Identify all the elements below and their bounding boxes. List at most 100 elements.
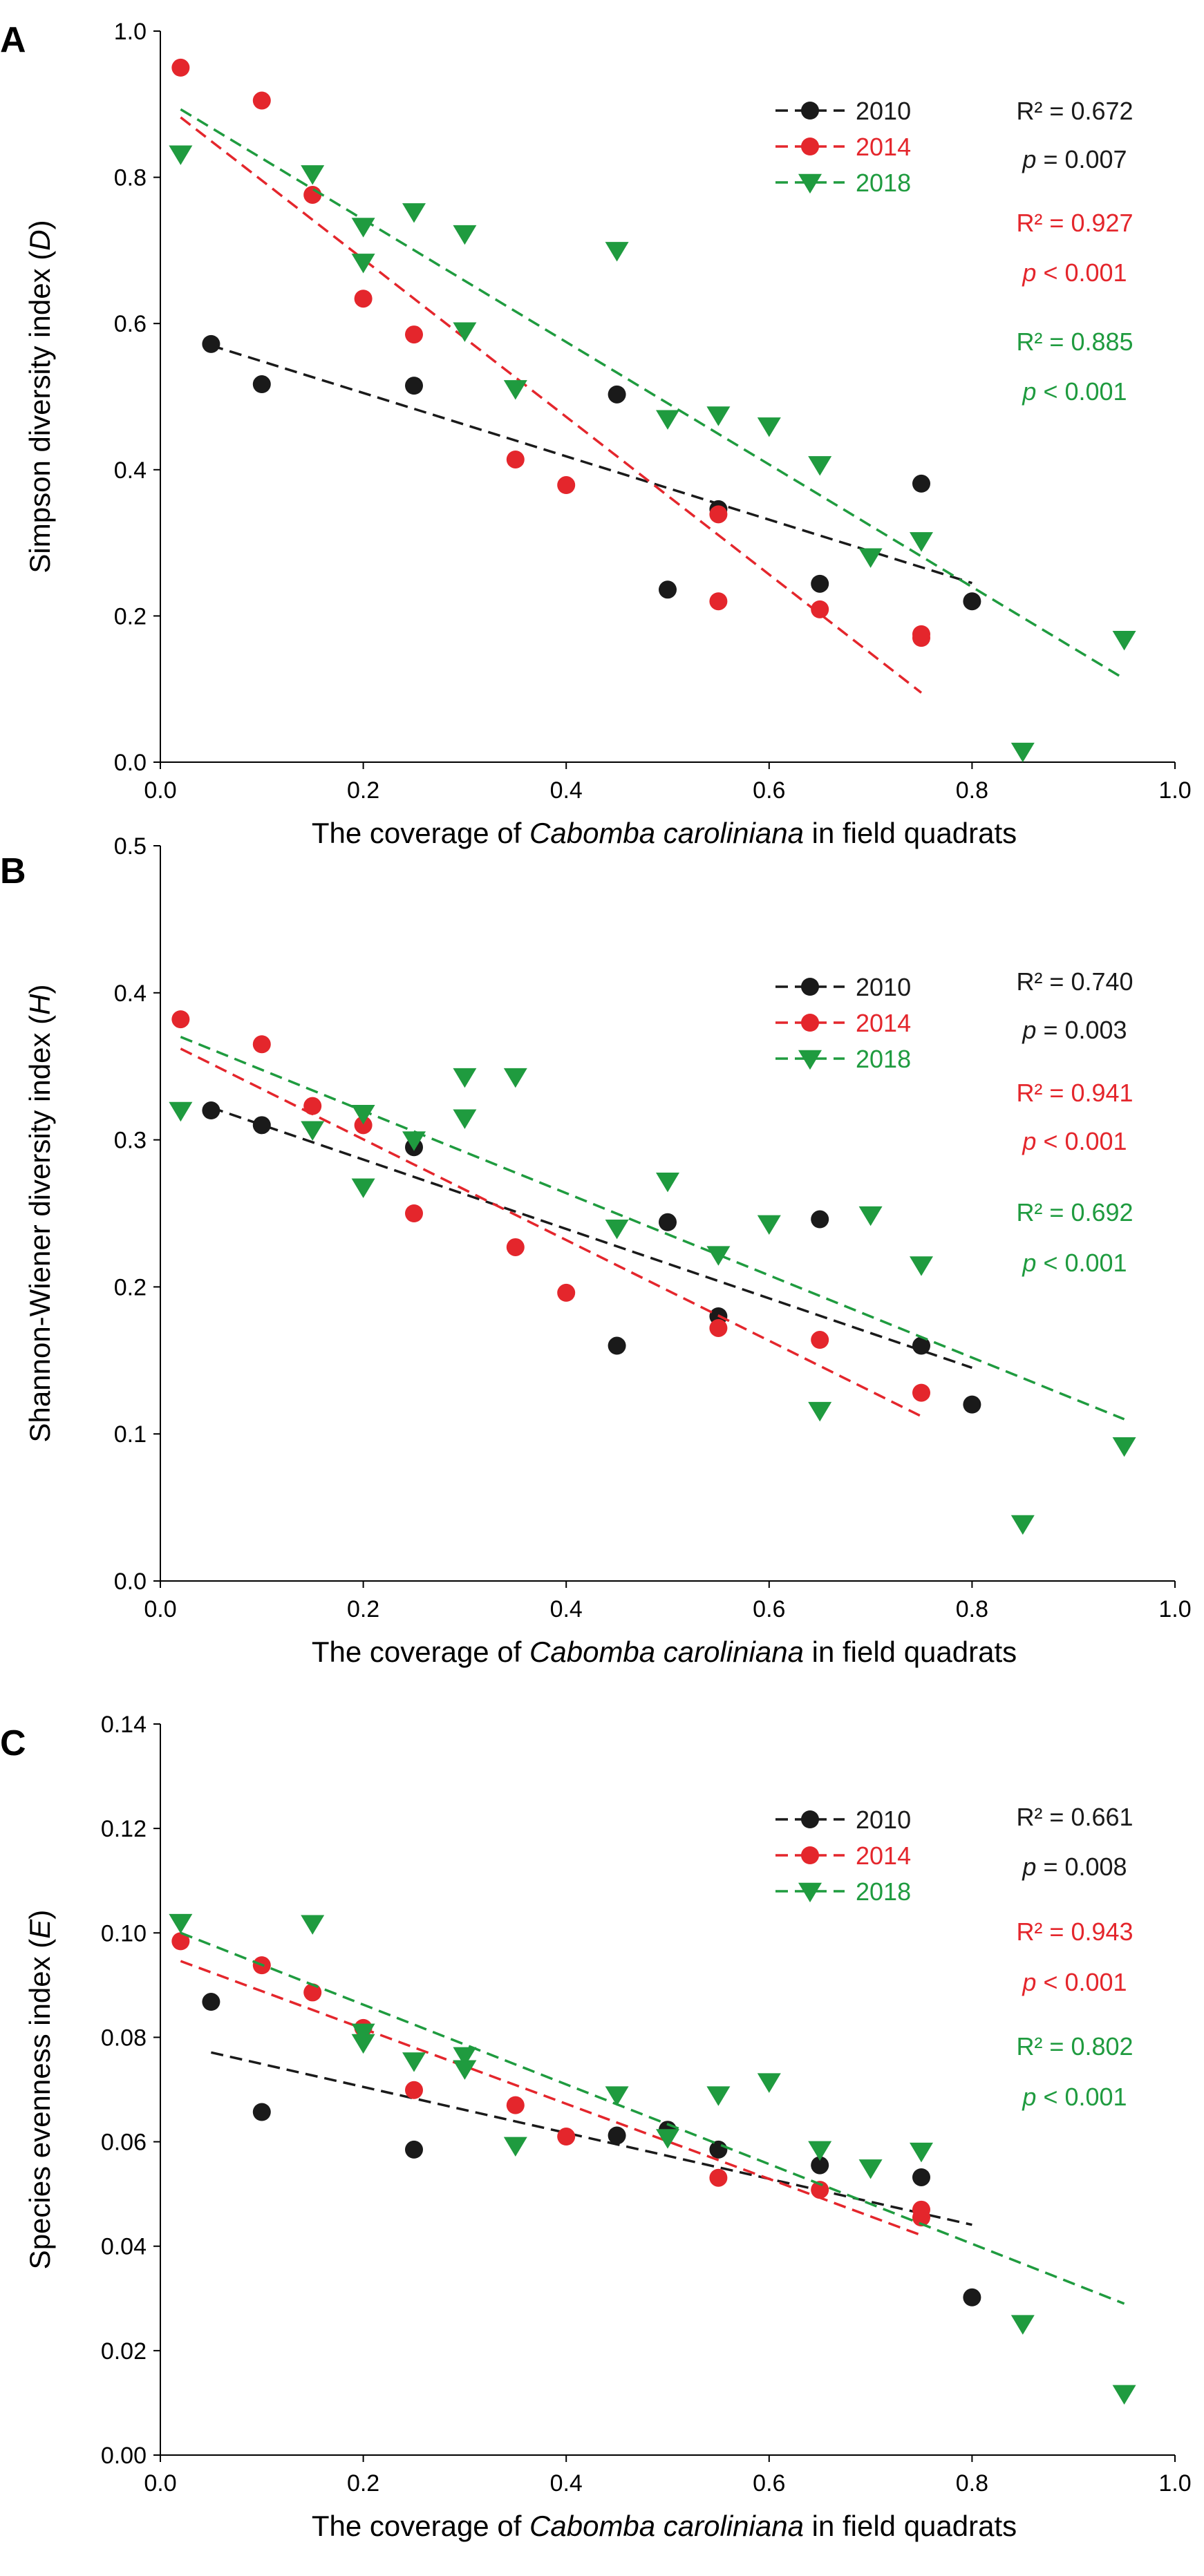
data-point-2010 xyxy=(659,580,677,599)
x-tick-label: 1.0 xyxy=(1158,2470,1191,2497)
legend-label: 2010 xyxy=(856,973,911,1001)
data-point-2018 xyxy=(858,1206,883,1227)
data-point-2010 xyxy=(252,1116,271,1135)
data-point-2018 xyxy=(169,1101,193,1122)
fit-line-2018 xyxy=(180,1036,1125,1421)
data-point-2014 xyxy=(506,2096,525,2114)
data-point-2014 xyxy=(303,1983,322,2002)
data-point-2010 xyxy=(608,2126,626,2145)
fit-line-2010 xyxy=(210,1106,972,1370)
data-point-2018 xyxy=(503,380,527,400)
series-2018 xyxy=(169,1913,1136,2405)
x-tick-label: 0.6 xyxy=(753,777,785,804)
x-tick-label: 0.8 xyxy=(956,2470,988,2497)
x-tick-label: 0.4 xyxy=(550,2470,583,2497)
data-point-2018 xyxy=(503,2137,527,2157)
x-tick-label: 0.4 xyxy=(550,1596,583,1622)
data-point-2010 xyxy=(811,2156,829,2175)
data-point-2010 xyxy=(202,334,220,353)
y-tick-label: 0.1 xyxy=(114,1421,147,1448)
data-point-2014 xyxy=(506,450,525,468)
stat-p-2018: p < 0.001 xyxy=(1022,1249,1127,1277)
data-point-2010 xyxy=(912,1336,930,1355)
y-tick-label: 0.12 xyxy=(101,1816,147,1842)
data-point-2010 xyxy=(202,1993,220,2011)
stat-r2-2014: R² = 0.927 xyxy=(1016,209,1133,237)
series-2014 xyxy=(171,58,930,694)
data-point-2018 xyxy=(351,2034,375,2054)
data-point-2010 xyxy=(405,377,423,395)
data-point-2010 xyxy=(608,385,626,404)
data-point-2018 xyxy=(453,2047,477,2067)
legend-marker xyxy=(798,1882,822,1903)
data-point-2014 xyxy=(303,185,322,204)
legend-marker xyxy=(801,1810,819,1828)
panel-a: A 0.0 0.2 0.4 0.6 0.8 1.0 0.0 0.2 0.4 0.6 0.8 1.0 The… xyxy=(0,19,1192,849)
legend-label: 2014 xyxy=(856,133,911,161)
y-tick-label: 0.2 xyxy=(114,603,147,629)
data-point-2018 xyxy=(351,254,375,274)
legend-label: 2014 xyxy=(856,1841,911,1870)
y-axis-label: Species evenness index (E) xyxy=(23,1910,56,2270)
data-point-2018 xyxy=(351,218,375,238)
data-point-2014 xyxy=(405,2081,423,2099)
stat-p-2018: p < 0.001 xyxy=(1022,377,1127,406)
data-point-2018 xyxy=(1010,1515,1035,1535)
data-point-2018 xyxy=(351,1105,375,1125)
y-tick-label: 0.4 xyxy=(114,457,147,484)
legend-entry-2018: 2018 xyxy=(775,169,911,197)
data-point-2018 xyxy=(1010,2315,1035,2335)
y-tick-label: 0.8 xyxy=(114,165,147,191)
fit-line-2010 xyxy=(211,2051,972,2226)
data-point-2014 xyxy=(171,1932,190,1951)
data-point-2010 xyxy=(202,1101,220,1120)
data-point-2018 xyxy=(351,2023,375,2044)
data-point-2018 xyxy=(757,1215,781,1235)
data-point-2014 xyxy=(405,1204,423,1222)
x-tick-label: 0.2 xyxy=(347,777,379,804)
data-point-2014 xyxy=(709,592,728,611)
stat-p-2014: p < 0.001 xyxy=(1022,1968,1127,1996)
legend-entry-2014: 2014 xyxy=(775,1841,911,1870)
stat-r2-2014: R² = 0.941 xyxy=(1016,1079,1133,1107)
y-tick-label: 0.4 xyxy=(114,981,147,1007)
x-tick-label: 1.0 xyxy=(1158,777,1191,804)
legend-entry-2014: 2014 xyxy=(775,133,911,161)
legend-label: 2018 xyxy=(856,1877,911,1906)
stat-p-2018: p < 0.001 xyxy=(1022,2083,1127,2111)
y-tick-label: 0.02 xyxy=(101,2338,147,2365)
data-point-2018 xyxy=(1112,2385,1136,2405)
data-point-2018 xyxy=(301,1915,325,1935)
fit-line-2010 xyxy=(210,344,972,585)
x-tick-label: 0.8 xyxy=(956,1596,988,1622)
data-point-2014 xyxy=(252,91,271,110)
legend-entry-2010: 2010 xyxy=(775,973,911,1001)
y-tick-label: 0.14 xyxy=(101,1712,147,1738)
legend-label: 2018 xyxy=(856,169,911,197)
stat-r2-2014: R² = 0.943 xyxy=(1016,1917,1133,1946)
data-point-2014 xyxy=(171,58,190,77)
data-point-2018 xyxy=(402,203,426,223)
fit-line-2018 xyxy=(180,1931,1125,2305)
data-point-2018 xyxy=(169,145,193,165)
fit-line-2018 xyxy=(180,108,1125,680)
legend-label: 2010 xyxy=(856,97,911,125)
data-point-2014 xyxy=(811,1331,829,1349)
data-point-2018 xyxy=(453,1109,477,1129)
stat-r2-2018: R² = 0.802 xyxy=(1016,2032,1133,2061)
stat-p-2010: p = 0.003 xyxy=(1022,1016,1127,1044)
stat-p-2014: p < 0.001 xyxy=(1022,258,1127,287)
x-tick-label: 0.8 xyxy=(956,777,988,804)
x-tick-label: 0.0 xyxy=(144,777,176,804)
data-point-2010 xyxy=(405,2140,423,2159)
data-point-2018 xyxy=(1010,742,1035,763)
legend-marker xyxy=(801,138,819,155)
data-point-2018 xyxy=(351,1178,375,1198)
data-point-2010 xyxy=(252,375,271,394)
legend-label: 2014 xyxy=(856,1009,911,1037)
data-point-2018 xyxy=(1112,1437,1136,1457)
data-point-2018 xyxy=(706,1246,731,1266)
legend-entry-2010: 2010 xyxy=(775,97,911,125)
y-tick-label: 0.06 xyxy=(101,2130,147,2156)
data-point-2018 xyxy=(605,1220,629,1240)
